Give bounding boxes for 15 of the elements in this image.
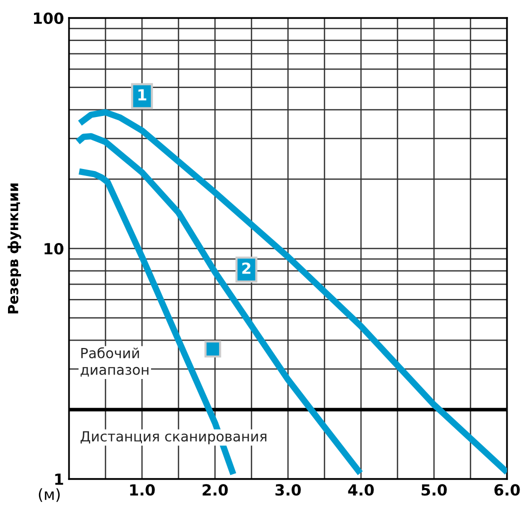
annotation: 1: [138, 89, 146, 100]
y-tick-label: 10: [44, 242, 64, 255]
annotation: Рабочий диапазон: [80, 347, 148, 377]
x-tick-label: 2.0: [202, 484, 228, 496]
x-tick-label: 3.0: [275, 484, 301, 496]
x-axis-title: (м): [38, 488, 60, 502]
x-tick-label: 6.0: [494, 484, 520, 496]
y-tick-label: 1: [55, 474, 64, 485]
annotation: Дистанция сканирования: [80, 431, 266, 444]
x-tick-label: 4.0: [348, 484, 374, 496]
annotation: 2: [242, 262, 250, 274]
x-tick-label: 1.0: [130, 484, 155, 496]
x-tick-label: 5.0: [422, 484, 447, 496]
y-tick-label: 100: [34, 12, 64, 24]
y-axis-title: Резерв функции: [8, 184, 22, 314]
